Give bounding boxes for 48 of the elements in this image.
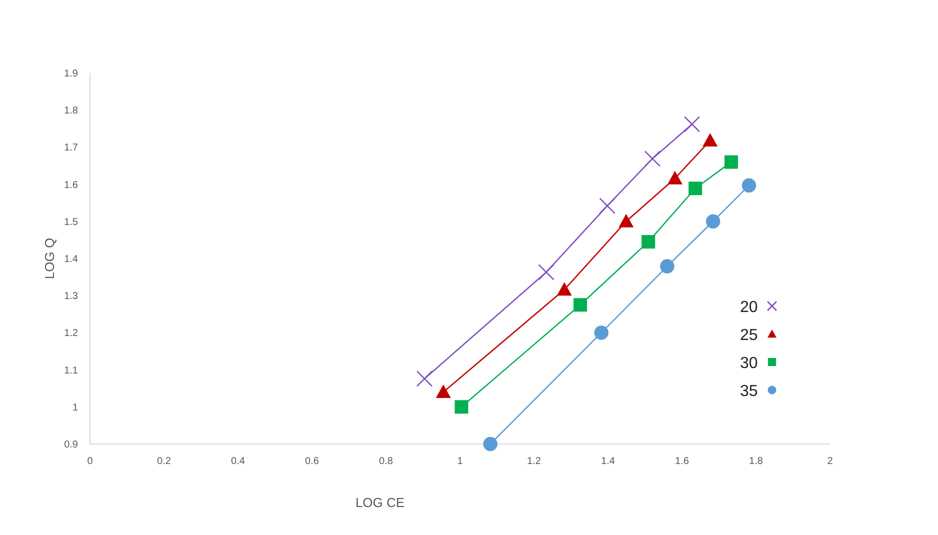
point xyxy=(454,400,468,414)
legend-label: 25 xyxy=(740,327,758,344)
x-tick-label: 0.8 xyxy=(379,456,394,467)
y-tick-label: 1 xyxy=(72,402,78,414)
y-tick-label: 1.4 xyxy=(64,254,78,265)
x-tick-label: 2 xyxy=(827,456,834,467)
y-tick-label: 1.8 xyxy=(64,106,78,117)
x-axis-title: LOG CE xyxy=(355,495,405,510)
point xyxy=(574,298,587,312)
point xyxy=(538,264,554,280)
legend-label: 30 xyxy=(740,355,758,372)
legend-label: 35 xyxy=(740,383,758,400)
point xyxy=(724,155,738,169)
point xyxy=(742,178,756,193)
y-tick-label: 1.2 xyxy=(64,328,78,340)
point xyxy=(618,214,634,228)
point xyxy=(688,182,702,196)
point xyxy=(599,198,616,214)
point xyxy=(644,150,661,167)
x-tick-label: 0.4 xyxy=(231,456,246,467)
point xyxy=(594,326,608,340)
x-tick-label: 0 xyxy=(87,456,94,467)
y-tick-label: 0.9 xyxy=(64,440,78,450)
y-tick-label: 1.1 xyxy=(64,365,78,376)
y-tick-label: 1.3 xyxy=(64,291,78,302)
point xyxy=(556,282,572,296)
x-tick-label: 1.4 xyxy=(601,456,616,467)
x-tick-label: 1.8 xyxy=(749,456,764,467)
point xyxy=(702,133,718,147)
point xyxy=(684,116,700,132)
x-tick-label: 0.6 xyxy=(305,456,320,467)
point xyxy=(642,235,656,249)
legend-label: 20 xyxy=(740,299,758,316)
y-tick-label: 1.5 xyxy=(64,216,78,228)
y-tick-label: 1.9 xyxy=(64,68,78,80)
point xyxy=(483,436,498,452)
x-tick-label: 1.2 xyxy=(527,456,542,467)
point xyxy=(660,259,674,274)
x-tick-label: 0.2 xyxy=(157,456,172,467)
y-axis-title: LOG Q xyxy=(42,238,57,280)
y-tick-label: 1.6 xyxy=(64,180,78,191)
point xyxy=(706,214,720,229)
x-tick-label: 1 xyxy=(457,456,464,467)
y-tick-label: 1.7 xyxy=(64,142,78,154)
point xyxy=(436,384,451,398)
point xyxy=(667,170,682,184)
point xyxy=(416,370,433,387)
x-tick-label: 1.6 xyxy=(675,456,690,467)
